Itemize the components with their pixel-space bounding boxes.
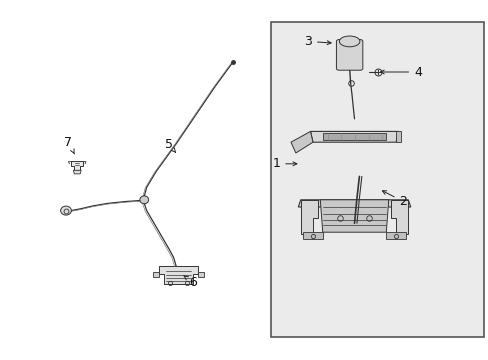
Text: 7: 7 — [64, 136, 74, 154]
Text: 6: 6 — [183, 276, 197, 289]
Text: 2: 2 — [382, 191, 407, 208]
Polygon shape — [390, 200, 407, 234]
Text: 5: 5 — [164, 138, 175, 152]
Polygon shape — [310, 131, 398, 142]
FancyBboxPatch shape — [336, 40, 362, 70]
Polygon shape — [395, 131, 400, 142]
Polygon shape — [159, 266, 198, 284]
Ellipse shape — [339, 36, 359, 47]
Polygon shape — [298, 200, 410, 207]
Ellipse shape — [61, 206, 71, 215]
Polygon shape — [303, 232, 322, 239]
Text: 4: 4 — [380, 66, 421, 78]
Polygon shape — [386, 232, 405, 239]
Polygon shape — [290, 131, 312, 153]
Polygon shape — [73, 170, 81, 174]
Ellipse shape — [140, 196, 148, 204]
Polygon shape — [322, 133, 386, 140]
Text: 1: 1 — [272, 157, 296, 170]
Text: 3: 3 — [304, 35, 330, 48]
Polygon shape — [300, 200, 317, 234]
Polygon shape — [198, 272, 203, 277]
Bar — [271, 22, 483, 337]
Polygon shape — [153, 272, 159, 277]
Polygon shape — [71, 161, 83, 170]
Polygon shape — [320, 200, 388, 232]
